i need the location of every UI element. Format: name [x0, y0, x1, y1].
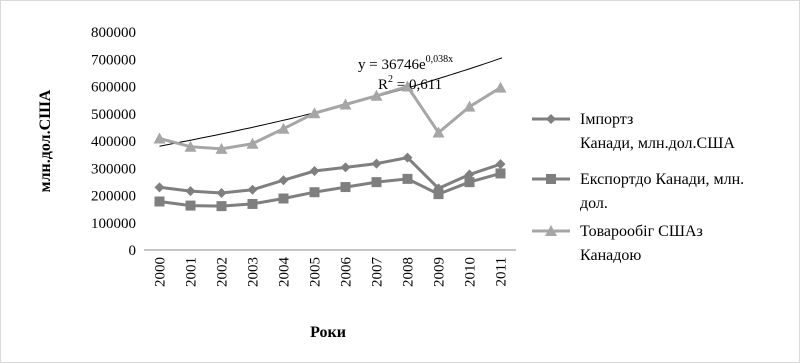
series-1-point [247, 184, 258, 195]
series-3-point [401, 80, 414, 92]
x-tick-label: 2009 [432, 257, 448, 287]
series-3-point [463, 100, 476, 112]
series-3-point [184, 140, 197, 152]
series-2-point [402, 173, 413, 184]
series-2-point [371, 177, 382, 188]
trend-r-squared: R2 = 0,611 [378, 74, 442, 93]
series-1-point [464, 169, 475, 180]
series-2-point [433, 189, 444, 200]
series-1-point [278, 175, 289, 186]
y-axis-ticks: 0 100000 200000 300000 400000 500000 600000 700… [91, 25, 136, 259]
y-tick-label: 500000 [91, 107, 136, 123]
series-3-point [153, 132, 166, 144]
y-tick-label: 800000 [91, 25, 136, 41]
series-2-point [278, 193, 289, 204]
series-layer [153, 80, 507, 212]
y-tick-label: 100000 [91, 216, 136, 232]
series-2-point [154, 196, 165, 207]
legend-label-1-line-2: Канади, млн.дол.США [580, 135, 735, 152]
y-axis-title: млн.дол.США [37, 89, 54, 192]
trendline [159, 57, 503, 147]
series-2-point [340, 182, 351, 193]
series-3-line [159, 84, 502, 151]
x-tick-label: 2003 [246, 257, 262, 287]
series-2-point [495, 168, 506, 179]
series-1-point [309, 165, 320, 176]
x-tick-label: 2008 [401, 257, 417, 287]
x-tick-label: 2010 [463, 257, 479, 287]
legend-label-1-line-1: Імпортз [580, 111, 633, 128]
series-3-point [308, 107, 321, 119]
y-tick-label: 600000 [91, 80, 136, 96]
x-tick-label: 2007 [370, 257, 386, 288]
x-tick-label: 2001 [184, 257, 200, 287]
legend-marker-2 [546, 174, 556, 184]
series-2-point [185, 200, 196, 211]
series-1-point [371, 158, 382, 169]
series-3-point [215, 142, 228, 154]
x-tick-label: 2006 [339, 257, 355, 288]
x-axis-ticks: 2000 2001 2002 2003 2004 2005 2006 2007 2008 2009… [153, 257, 510, 288]
series-3-point [432, 126, 445, 138]
x-tick-label: 2002 [215, 257, 231, 287]
legend-label-2-line-2: дол. [580, 195, 608, 212]
series-3-point [370, 89, 383, 101]
series-3-point [246, 137, 259, 149]
series-3-point [494, 81, 507, 93]
series-1-point [340, 162, 351, 173]
series-1-point [402, 152, 413, 163]
series-1-point [216, 188, 227, 199]
x-tick-label: 2000 [153, 257, 169, 287]
y-tick-label: 0 [129, 243, 137, 259]
y-tick-label: 400000 [91, 134, 136, 150]
series-3-point [277, 122, 290, 134]
series-2-point [464, 177, 475, 188]
legend-marker-1 [546, 114, 556, 124]
series-2-point [247, 198, 258, 209]
trend-equation: y = 36746e0,038x [358, 54, 453, 73]
legend-label-2-line-1: Експортдо Канади, млн. [580, 171, 744, 188]
y-tick-label: 200000 [91, 189, 136, 205]
x-tick-label: 2004 [277, 257, 293, 288]
series-2-line [159, 171, 501, 208]
series-2-point [216, 201, 227, 212]
series-2-point [309, 187, 320, 198]
x-tick-label: 2011 [494, 257, 510, 286]
series-1-point [495, 159, 506, 170]
legend-marker-3 [545, 225, 557, 236]
series-1-point [154, 182, 165, 193]
legend: Імпортз Канади, млн.дол.США Експортдо Кана… [532, 111, 744, 264]
series-3-point [339, 98, 352, 110]
y-tick-label: 300000 [91, 161, 136, 177]
series-1-line [159, 155, 501, 195]
y-tick-label: 700000 [91, 52, 136, 68]
x-axis-title: Роки [310, 324, 346, 341]
legend-label-3-line-1: Товарообіг СШАз [580, 223, 703, 240]
legend-label-3-line-2: Канадою [580, 247, 641, 264]
x-tick-label: 2005 [308, 257, 324, 287]
series-1-point [185, 186, 196, 197]
